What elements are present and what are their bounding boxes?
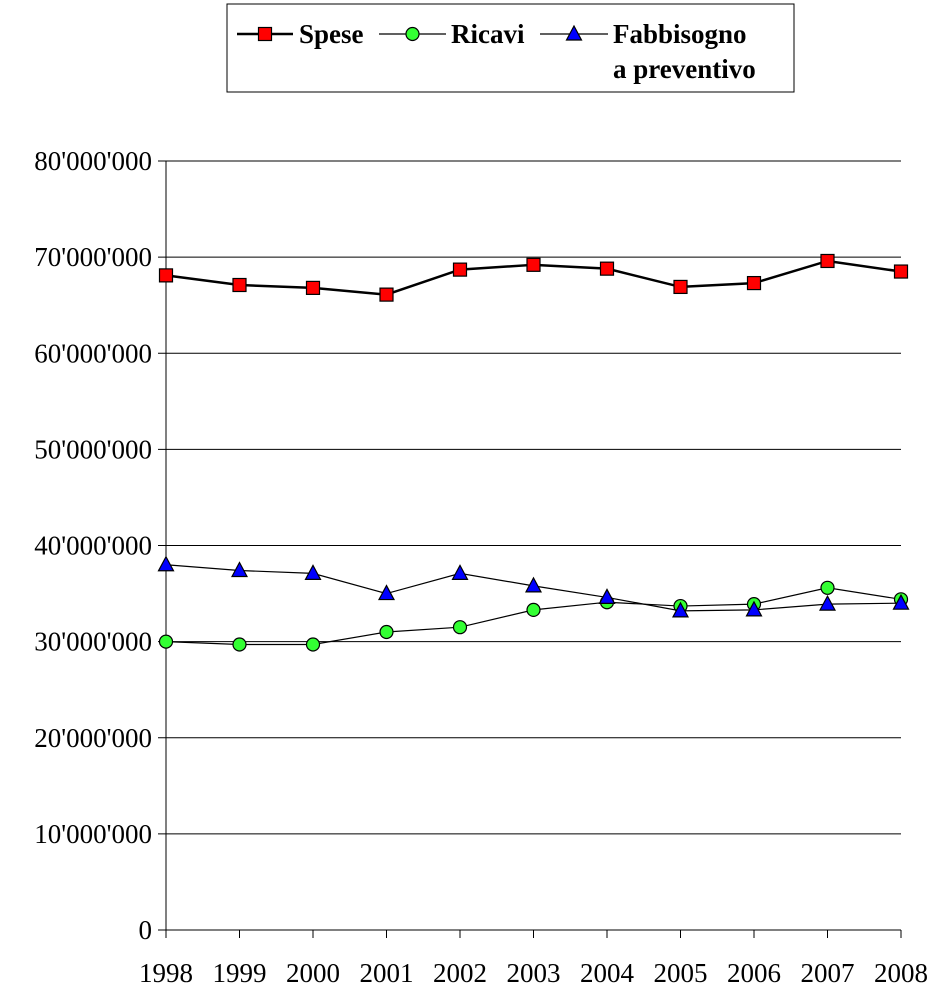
x-tick-label: 2000 <box>286 958 340 988</box>
x-tick-label: 2001 <box>360 958 414 988</box>
data-point <box>526 602 541 618</box>
y-tick-label: 30'000'000 <box>34 627 152 657</box>
y-tick-label: 50'000'000 <box>34 434 152 464</box>
legend-marker <box>257 26 273 42</box>
data-point <box>232 277 247 293</box>
data-point <box>524 576 543 593</box>
data-point <box>232 637 247 652</box>
data-point <box>452 262 468 277</box>
data-point <box>820 580 835 595</box>
y-tick-label: 10'000'000 <box>34 819 152 849</box>
legend-entry-2: Fabbisogno a preventivo <box>540 19 756 84</box>
data-point <box>599 261 615 276</box>
axes <box>158 160 902 938</box>
data-point <box>158 268 174 283</box>
y-tick-label: 70'000'000 <box>34 242 152 272</box>
data-point <box>745 600 763 617</box>
x-tick-label: 2006 <box>727 958 781 988</box>
data-point <box>379 624 394 640</box>
data-point <box>673 279 688 295</box>
data-point <box>451 564 469 580</box>
data-point <box>671 601 690 618</box>
x-tick-label: 1999 <box>213 958 267 988</box>
data-point <box>379 287 394 302</box>
legend-entry-1: Ricavi <box>379 19 525 49</box>
data-point <box>377 584 396 601</box>
legend-entry-0: Spese <box>237 19 364 49</box>
legend-box <box>226 3 795 93</box>
data-point <box>230 561 249 578</box>
y-tick-label: 0 <box>139 915 153 945</box>
y-tick-label: 80'000'000 <box>34 146 152 176</box>
legend-label: Ricavi <box>451 19 525 49</box>
data-point <box>305 637 321 652</box>
x-tick-label: 2008 <box>874 958 928 988</box>
legend-label: Spese <box>299 19 364 49</box>
y-tick-label: 20'000'000 <box>34 723 152 753</box>
series-0 <box>158 253 909 302</box>
y-tick-label: 40'000'000 <box>34 531 152 561</box>
x-tick-label: 1998 <box>139 958 193 988</box>
series-group <box>157 253 910 652</box>
x-tick-label: 2007 <box>801 958 855 988</box>
data-point <box>304 564 322 580</box>
x-tick-label: 2003 <box>507 958 561 988</box>
x-tick-label: 2002 <box>433 958 487 988</box>
data-point <box>893 264 909 279</box>
gridlines <box>166 160 901 835</box>
x-tick-label: 2005 <box>654 958 708 988</box>
data-point <box>818 594 837 611</box>
data-point <box>892 593 910 610</box>
data-point <box>526 257 541 272</box>
data-point <box>305 280 321 295</box>
legend-label: Fabbisogno <box>613 19 747 49</box>
data-point <box>157 555 175 572</box>
series-2 <box>157 555 910 618</box>
legend-marker <box>405 26 420 42</box>
legend: Spese Ricavi Fabbisogno a preventivo <box>226 3 795 93</box>
y-tick-label: 60'000'000 <box>34 338 152 368</box>
legend-label: a preventivo <box>613 54 756 84</box>
x-tick-label: 2004 <box>580 958 635 988</box>
legend-marker <box>565 24 583 41</box>
data-point <box>158 634 174 649</box>
tick-labels: 0 10'000'000 20'000'000 30'000'000 40'000'00… <box>34 146 928 988</box>
data-point <box>452 620 468 635</box>
data-point <box>598 588 616 605</box>
data-point <box>820 253 835 269</box>
data-point <box>746 275 762 291</box>
